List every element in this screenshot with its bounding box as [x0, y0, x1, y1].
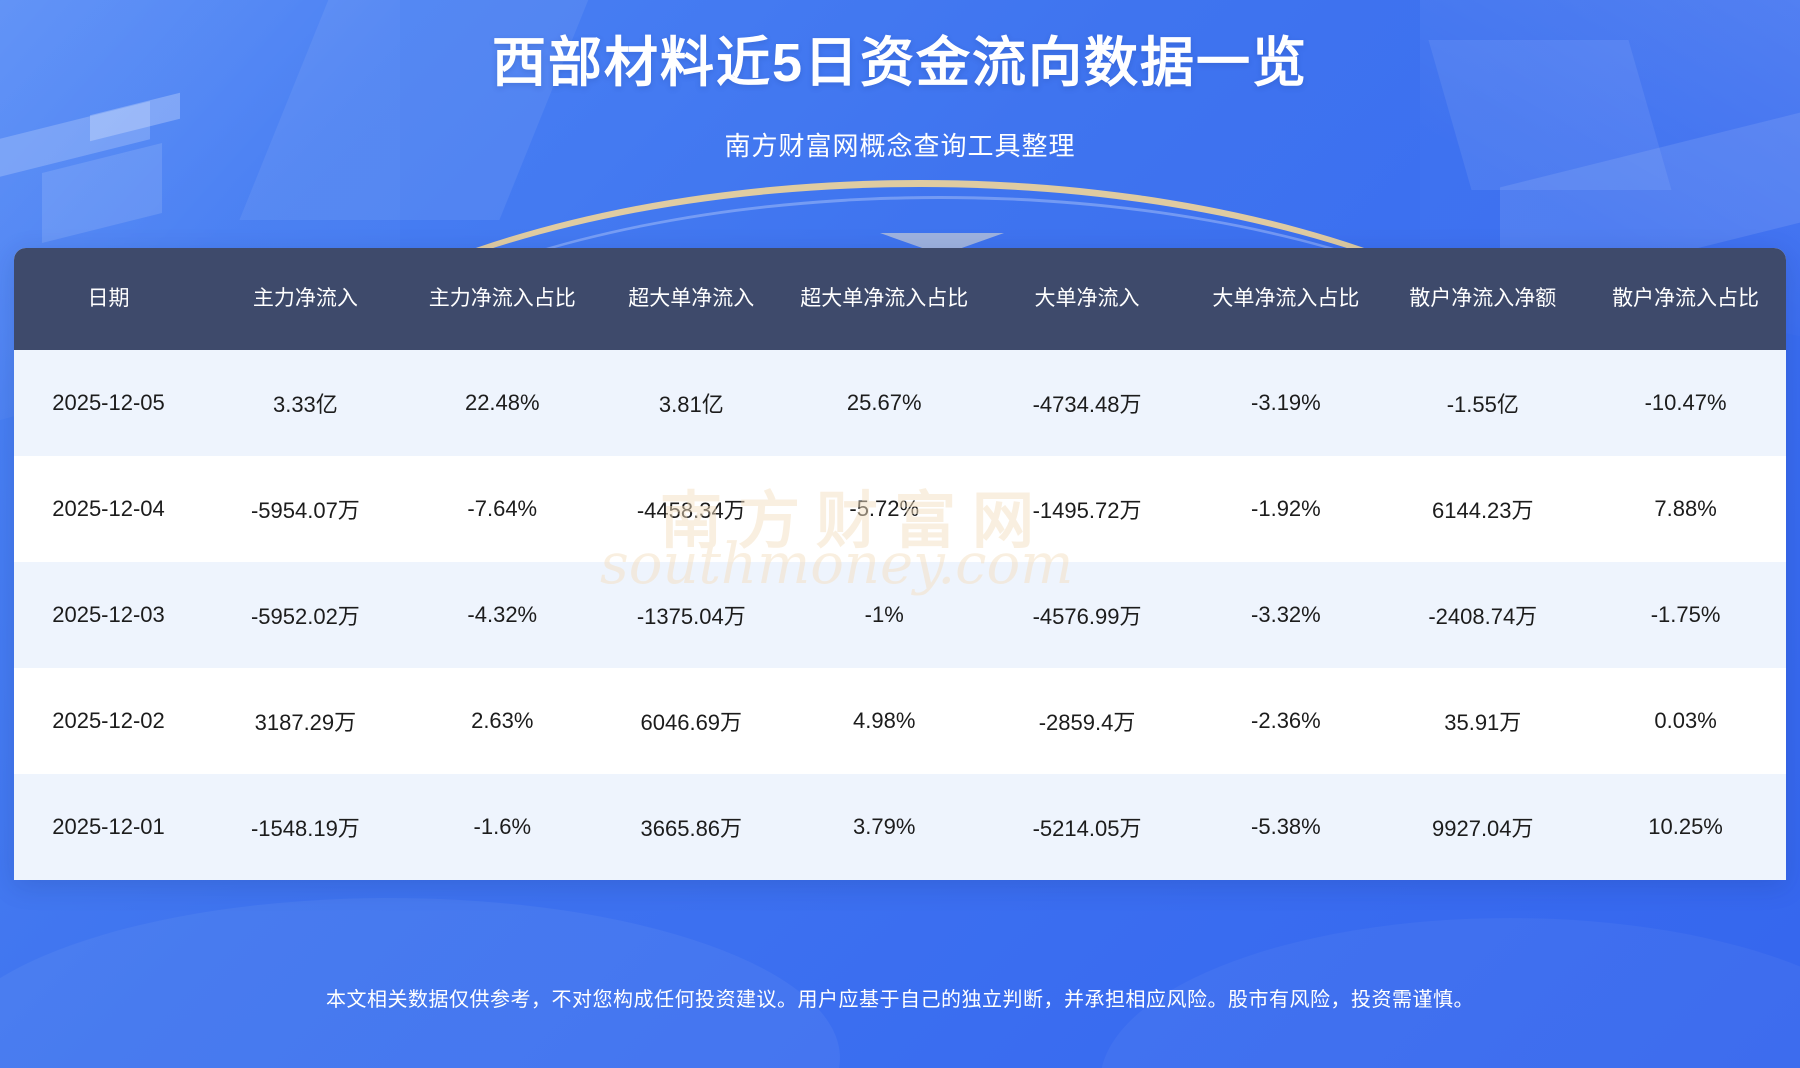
cell-main-net-inflow: 3187.29万 [254, 710, 357, 735]
table-body: 2025-12-05 3.33亿 22.48% 3.81亿 25.67% -47… [14, 350, 1786, 880]
cell-super-large-net-inflow: -4458.34万 [636, 498, 746, 523]
cell-large-net-inflow-pct: -3.19% [1251, 390, 1321, 415]
cell-date: 2025-12-02 [52, 708, 165, 733]
cell-retail-net-inflow: 35.91万 [1444, 710, 1522, 735]
cell-super-large-net-inflow: -1375.04万 [636, 604, 746, 629]
cell-main-net-inflow-pct: 2.63% [471, 708, 534, 733]
fund-flow-table: 日期 主力净流入 主力净流入占比 超大单净流入 超大单净流入占比 大单净流入 大… [14, 248, 1786, 880]
cell-super-large-pct: -5.72% [849, 496, 920, 521]
cell-retail-net-inflow-pct: 7.88% [1654, 496, 1717, 521]
cell-large-net-inflow: -4576.99万 [1032, 604, 1142, 629]
column-header-main-net-inflow-pct: 主力净流入占比 [407, 248, 597, 350]
cell-large-net-inflow: -2859.4万 [1038, 710, 1136, 735]
cell-super-large-net-inflow: 6046.69万 [640, 710, 743, 735]
page-title: 西部材料近5日资金流向数据一览 [491, 33, 1309, 93]
cell-super-large-net-inflow: 3665.86万 [640, 816, 743, 841]
table-row: 2025-12-03 -5952.02万 -4.32% -1375.04万 -1… [14, 562, 1786, 668]
cell-main-net-inflow-pct: -1.6% [473, 814, 532, 839]
column-header-retail-net-inflow: 散户净流入净额 [1380, 248, 1586, 350]
poster-header: 西部材料近5日资金流向数据一览 南方财富网概念查询工具整理 [0, 0, 1800, 163]
column-header-large-net-inflow-pct: 大单净流入占比 [1191, 248, 1381, 350]
cell-main-net-inflow-pct: -4.32% [467, 602, 538, 627]
column-header-main-net-inflow: 主力净流入 [203, 248, 408, 350]
table-row: 2025-12-05 3.33亿 22.48% 3.81亿 25.67% -47… [14, 350, 1786, 456]
column-header-date: 日期 [14, 248, 204, 350]
cell-retail-net-inflow-pct: 10.25% [1648, 814, 1723, 839]
column-header-super-large-pct: 超大单净流入占比 [785, 248, 983, 350]
cell-large-net-inflow: -1495.72万 [1032, 498, 1142, 523]
cell-super-large-pct: 25.67% [846, 390, 922, 415]
cell-retail-net-inflow-pct: 0.03% [1654, 708, 1717, 733]
cell-date: 2025-12-01 [52, 814, 165, 839]
cell-retail-net-inflow-pct: -1.75% [1650, 602, 1721, 627]
cell-main-net-inflow-pct: -7.64% [467, 496, 538, 521]
page-subtitle: 南方财富网概念查询工具整理 [724, 130, 1076, 161]
cell-main-net-inflow: -5952.02万 [250, 604, 360, 629]
cell-retail-net-inflow-pct: -10.47% [1644, 390, 1727, 415]
cell-super-large-pct: 3.79% [853, 814, 916, 839]
cell-large-net-inflow-pct: -2.36% [1251, 708, 1321, 733]
cell-retail-net-inflow: 6144.23万 [1432, 498, 1534, 523]
table-row: 2025-12-04 -5954.07万 -7.64% -4458.34万 -5… [14, 456, 1786, 562]
cell-date: 2025-12-05 [52, 390, 165, 415]
column-header-super-large-net-inflow: 超大单净流入 [596, 248, 786, 350]
cell-large-net-inflow-pct: -1.92% [1251, 496, 1321, 521]
column-header-large-net-inflow: 大单净流入 [982, 248, 1192, 350]
cell-super-large-net-inflow: 3.81亿 [658, 392, 724, 417]
cell-large-net-inflow: -5214.05万 [1032, 816, 1142, 841]
cell-retail-net-inflow: -1.55亿 [1446, 392, 1519, 417]
cell-main-net-inflow: -5954.07万 [250, 498, 360, 523]
cell-main-net-inflow: -1548.19万 [250, 816, 360, 841]
column-header-retail-net-inflow-pct: 散户净流入占比 [1585, 248, 1786, 350]
cell-main-net-inflow: 3.33亿 [272, 392, 338, 417]
cell-retail-net-inflow: 9927.04万 [1432, 816, 1534, 841]
cell-date: 2025-12-04 [52, 496, 165, 521]
table-header: 日期 主力净流入 主力净流入占比 超大单净流入 超大单净流入占比 大单净流入 大… [14, 248, 1786, 350]
cell-super-large-pct: -1% [864, 602, 904, 627]
cell-super-large-pct: 4.98% [853, 708, 916, 733]
cell-large-net-inflow: -4734.48万 [1032, 392, 1142, 417]
table-row: 2025-12-01 -1548.19万 -1.6% 3665.86万 3.79… [14, 774, 1786, 880]
cell-retail-net-inflow: -2408.74万 [1428, 604, 1538, 629]
cell-main-net-inflow-pct: 22.48% [464, 390, 540, 415]
cell-large-net-inflow-pct: -3.32% [1251, 602, 1321, 627]
cell-large-net-inflow-pct: -5.38% [1251, 814, 1321, 839]
fund-flow-table-card: 日期 主力净流入 主力净流入占比 超大单净流入 超大单净流入占比 大单净流入 大… [14, 248, 1786, 880]
disclaimer-text: 本文相关数据仅供参考，不对您构成任何投资建议。用户应基于自己的独立判断，并承担相… [326, 989, 1474, 1011]
table-row: 2025-12-02 3187.29万 2.63% 6046.69万 4.98%… [14, 668, 1786, 774]
cell-date: 2025-12-03 [52, 602, 165, 627]
table-header-row: 日期 主力净流入 主力净流入占比 超大单净流入 超大单净流入占比 大单净流入 大… [14, 248, 1786, 350]
